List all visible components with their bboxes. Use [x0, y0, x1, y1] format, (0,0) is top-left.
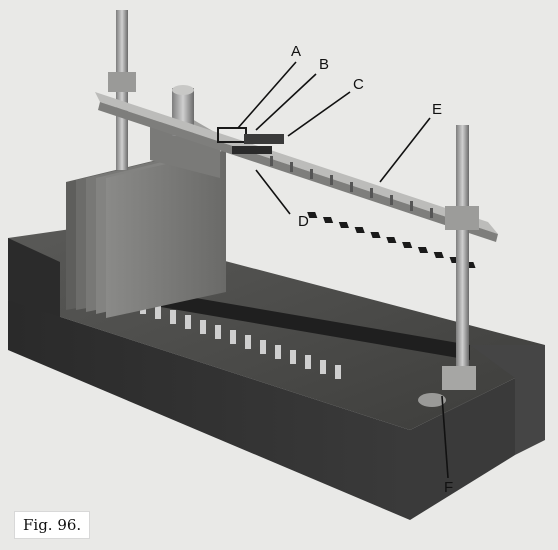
clamp-block — [150, 125, 220, 178]
center-bolt-head — [172, 85, 194, 95]
right-threaded-rod — [456, 125, 469, 385]
base-front-face — [8, 300, 410, 520]
right-upper-nut — [445, 206, 479, 230]
figure-caption: Fig. 96. — [14, 511, 91, 539]
right-lower-nut — [442, 366, 476, 390]
base-right-block — [470, 345, 545, 455]
clip-d — [232, 146, 272, 154]
right-rod-foot — [418, 393, 446, 407]
clip-c — [244, 134, 284, 144]
label-d: D — [298, 213, 309, 230]
base-groove — [120, 285, 470, 360]
base-right-end — [410, 378, 515, 520]
label-f: F — [444, 479, 454, 496]
label-c: C — [353, 76, 364, 93]
label-b: B — [319, 56, 330, 73]
rear-slot-teeth — [307, 212, 476, 268]
label-a: A — [291, 43, 302, 60]
leader-lines — [237, 61, 449, 479]
left-nut — [108, 72, 136, 92]
comb-bar-front — [98, 102, 498, 242]
comb-notches — [270, 156, 433, 218]
label-e: E — [432, 101, 443, 118]
plate-stack — [66, 150, 226, 318]
comb-bar — [95, 92, 498, 234]
front-slot-teeth — [140, 300, 341, 379]
